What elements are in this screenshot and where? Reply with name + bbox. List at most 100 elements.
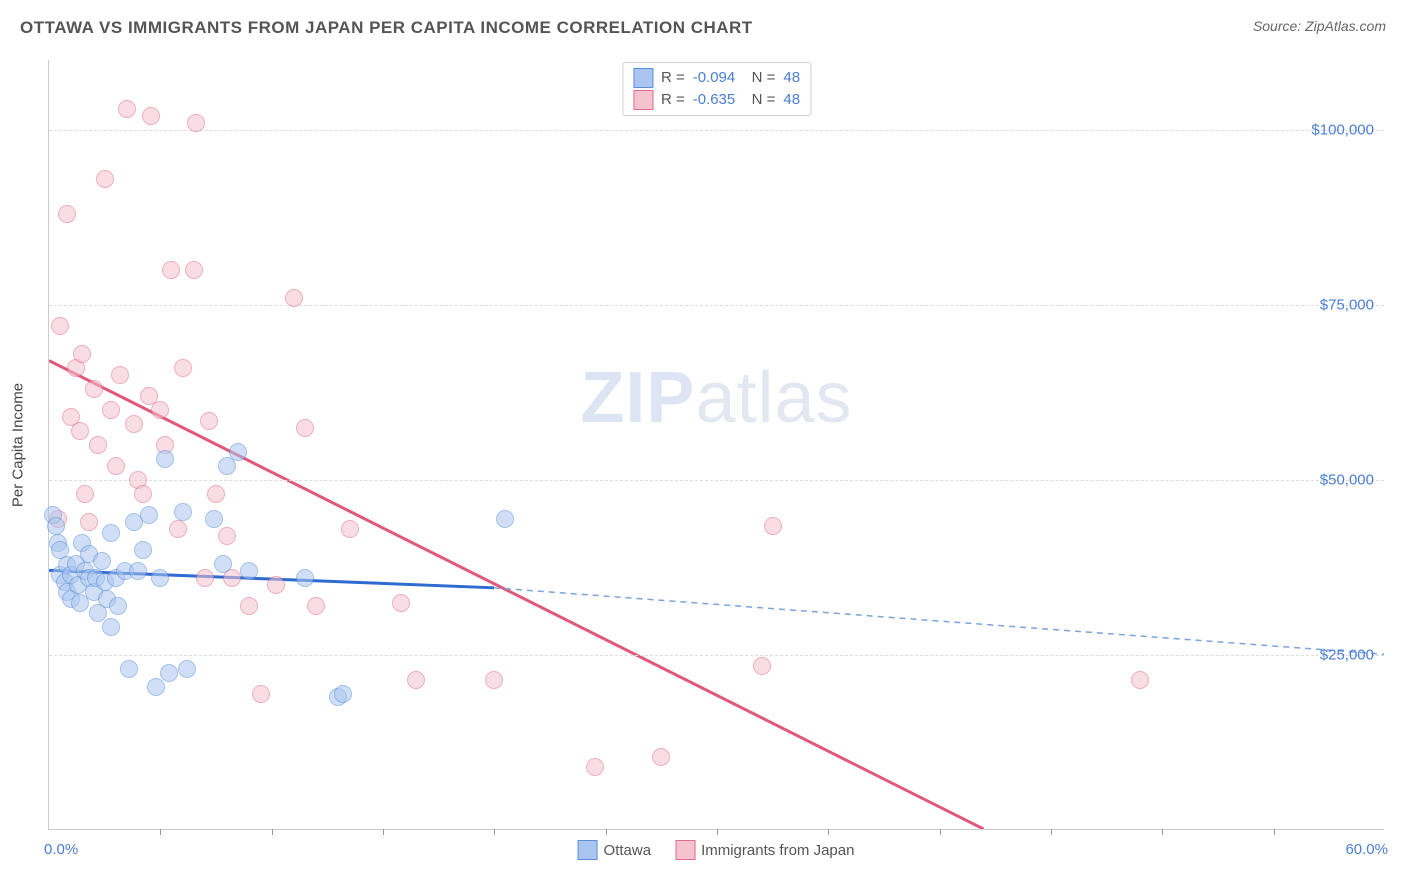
swatch-ottawa-bottom (578, 840, 598, 860)
data-point-japan (392, 594, 410, 612)
watermark: ZIPatlas (580, 357, 852, 439)
x-tick (717, 829, 718, 835)
data-point-japan (134, 485, 152, 503)
r-value-ottawa: -0.094 (693, 67, 736, 89)
chart-area: ZIPatlas R = -0.094 N = 48 R = -0.635 N … (48, 60, 1384, 830)
data-point-ottawa (296, 569, 314, 587)
data-point-japan (73, 345, 91, 363)
legend-item-ottawa: Ottawa (578, 840, 652, 860)
chart-header: OTTAWA VS IMMIGRANTS FROM JAPAN PER CAPI… (20, 18, 1386, 48)
swatch-japan (633, 90, 653, 110)
x-tick (940, 829, 941, 835)
gridline (49, 305, 1384, 306)
chart-source: Source: ZipAtlas.com (1253, 18, 1386, 34)
data-point-japan (71, 422, 89, 440)
data-point-japan (118, 100, 136, 118)
data-point-japan (753, 657, 771, 675)
data-point-japan (51, 317, 69, 335)
x-tick (1051, 829, 1052, 835)
data-point-japan (285, 289, 303, 307)
x-tick (1162, 829, 1163, 835)
data-point-japan (76, 485, 94, 503)
data-point-japan (85, 380, 103, 398)
data-point-ottawa (129, 562, 147, 580)
n-value-japan: 48 (783, 89, 800, 111)
data-point-japan (187, 114, 205, 132)
y-tick-label: $100,000 (1311, 122, 1374, 139)
legend-item-japan: Immigrants from Japan (675, 840, 854, 860)
data-point-japan (89, 436, 107, 454)
data-point-japan (151, 401, 169, 419)
y-axis-label: Per Capita Income (10, 383, 27, 507)
data-point-japan (267, 576, 285, 594)
data-point-japan (169, 520, 187, 538)
data-point-ottawa (93, 552, 111, 570)
data-point-japan (252, 685, 270, 703)
x-axis-min-label: 0.0% (44, 841, 78, 858)
data-point-ottawa (160, 664, 178, 682)
y-tick-label: $50,000 (1320, 472, 1374, 489)
legend-label-ottawa: Ottawa (604, 842, 652, 859)
x-tick (160, 829, 161, 835)
data-point-japan (80, 513, 98, 531)
data-point-japan (307, 597, 325, 615)
data-point-ottawa (214, 555, 232, 573)
legend-label-japan: Immigrants from Japan (701, 842, 854, 859)
data-point-japan (296, 419, 314, 437)
data-point-japan (185, 261, 203, 279)
data-point-ottawa (151, 569, 169, 587)
data-point-japan (102, 401, 120, 419)
x-tick (1274, 829, 1275, 835)
data-point-japan (58, 205, 76, 223)
data-point-ottawa (102, 524, 120, 542)
data-point-ottawa (147, 678, 165, 696)
data-point-ottawa (178, 660, 196, 678)
gridline (49, 655, 1384, 656)
x-tick (494, 829, 495, 835)
chart-title: OTTAWA VS IMMIGRANTS FROM JAPAN PER CAPI… (20, 18, 753, 37)
data-point-ottawa (334, 685, 352, 703)
x-tick (828, 829, 829, 835)
swatch-ottawa (633, 68, 653, 88)
data-point-japan (240, 597, 258, 615)
data-point-japan (162, 261, 180, 279)
data-point-japan (652, 748, 670, 766)
y-tick-label: $25,000 (1320, 647, 1374, 664)
swatch-japan-bottom (675, 840, 695, 860)
data-point-ottawa (240, 562, 258, 580)
data-point-japan (207, 485, 225, 503)
data-point-ottawa (140, 506, 158, 524)
y-tick-label: $75,000 (1320, 297, 1374, 314)
x-tick (272, 829, 273, 835)
r-value-japan: -0.635 (693, 89, 736, 111)
legend-row-japan: R = -0.635 N = 48 (633, 89, 800, 111)
data-point-japan (125, 415, 143, 433)
data-point-ottawa (134, 541, 152, 559)
data-point-ottawa (120, 660, 138, 678)
gridline (49, 130, 1384, 131)
data-point-ottawa (156, 450, 174, 468)
gridline (49, 480, 1384, 481)
correlation-legend: R = -0.094 N = 48 R = -0.635 N = 48 (622, 62, 811, 116)
data-point-japan (196, 569, 214, 587)
data-point-ottawa (174, 503, 192, 521)
data-point-japan (200, 412, 218, 430)
data-point-japan (96, 170, 114, 188)
data-point-ottawa (102, 618, 120, 636)
x-tick (383, 829, 384, 835)
x-tick (606, 829, 607, 835)
n-value-ottawa: 48 (783, 67, 800, 89)
data-point-japan (586, 758, 604, 776)
x-axis-max-label: 60.0% (1345, 841, 1388, 858)
data-point-japan (407, 671, 425, 689)
data-point-ottawa (229, 443, 247, 461)
legend-row-ottawa: R = -0.094 N = 48 (633, 67, 800, 89)
data-point-japan (111, 366, 129, 384)
data-point-japan (218, 527, 236, 545)
data-point-japan (1131, 671, 1149, 689)
data-point-japan (107, 457, 125, 475)
trend-lines (49, 60, 1384, 829)
data-point-japan (764, 517, 782, 535)
data-point-ottawa (496, 510, 514, 528)
data-point-japan (485, 671, 503, 689)
